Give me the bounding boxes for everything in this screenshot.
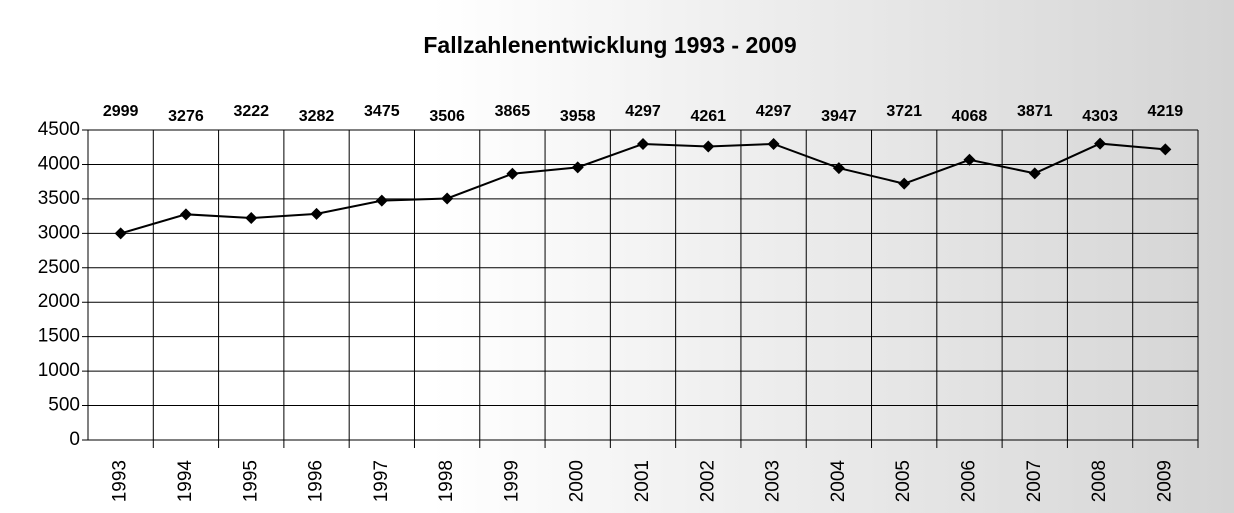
data-label: 3276 — [168, 108, 204, 125]
marker — [1159, 143, 1172, 156]
data-label: 3475 — [364, 103, 400, 120]
x-tick-label: 2008 — [1089, 460, 1110, 502]
y-tick-label: 0 — [69, 429, 80, 450]
x-tick-label: 1994 — [175, 460, 196, 503]
marker — [767, 137, 780, 150]
x-tick-label: 1993 — [110, 460, 131, 502]
marker — [179, 208, 192, 221]
x-tick-label: 1996 — [306, 460, 327, 502]
marker — [375, 194, 388, 207]
data-label: 4297 — [756, 103, 792, 120]
x-tick-label: 2005 — [893, 460, 914, 502]
x-tick-label: 2006 — [958, 460, 979, 502]
chart-title: Fallzahlenentwicklung 1993 - 2009 — [423, 32, 796, 58]
x-tick-label: 2001 — [632, 460, 653, 502]
y-tick-label: 1000 — [38, 360, 80, 381]
data-label: 4297 — [625, 103, 661, 120]
x-tick-label: 1998 — [436, 460, 457, 502]
x-tick-label: 2009 — [1154, 460, 1175, 502]
x-tick-label: 1997 — [371, 460, 392, 502]
marker — [637, 137, 649, 150]
x-tick-label: 2004 — [828, 460, 849, 503]
y-tick-label: 500 — [48, 395, 80, 416]
x-tick-label: 2002 — [697, 460, 718, 502]
x-tick-label: 2007 — [1024, 460, 1045, 502]
marker — [310, 207, 323, 220]
data-label: 3282 — [299, 108, 335, 125]
data-label: 4261 — [690, 108, 726, 125]
marker — [245, 212, 258, 225]
marker — [441, 192, 454, 205]
marker — [1028, 167, 1041, 180]
y-tick-label: 2000 — [38, 291, 80, 312]
marker — [702, 140, 715, 153]
y-tick-label: 3000 — [38, 222, 80, 243]
marker — [571, 161, 584, 174]
data-label: 3222 — [233, 103, 269, 120]
data-label: 4219 — [1148, 103, 1184, 120]
data-label: 4068 — [952, 108, 988, 125]
x-tick-label: 2003 — [763, 460, 784, 502]
x-tick-label: 1995 — [240, 460, 261, 502]
marker — [1094, 137, 1107, 150]
marker — [898, 177, 911, 190]
data-label: 3947 — [821, 108, 857, 125]
data-label: 3721 — [886, 103, 922, 120]
data-label: 4303 — [1082, 108, 1118, 125]
marker — [963, 153, 976, 166]
data-label: 3506 — [429, 108, 465, 125]
marker — [114, 227, 127, 240]
y-tick-label: 3500 — [38, 188, 80, 209]
y-tick-label: 1500 — [38, 326, 80, 347]
x-tick-label: 1999 — [501, 460, 522, 502]
marker — [506, 167, 519, 180]
data-label: 3865 — [495, 103, 531, 120]
data-label: 2999 — [103, 103, 139, 120]
x-tick-label: 2000 — [567, 460, 588, 502]
y-tick-label: 2500 — [38, 257, 80, 278]
data-label: 3958 — [560, 108, 596, 125]
data-label: 3871 — [1017, 103, 1053, 120]
marker — [832, 162, 845, 175]
y-tick-label: 4500 — [38, 119, 80, 140]
y-tick-label: 4000 — [38, 153, 80, 174]
